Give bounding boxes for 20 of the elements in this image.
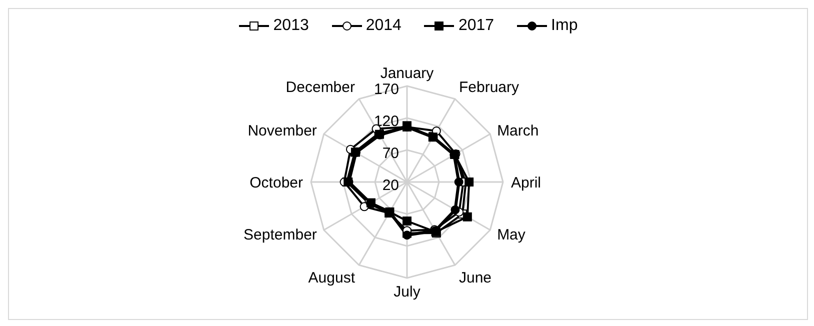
- y-tick-label: 170: [374, 81, 399, 98]
- spoke-label: February: [459, 78, 520, 96]
- spoke-label: November: [248, 122, 317, 140]
- y-tick-label: 20: [382, 177, 399, 194]
- spoke-label: January: [380, 65, 434, 82]
- spoke-label: July: [394, 284, 421, 301]
- legend-label: Imp: [551, 17, 578, 35]
- spoke-label: March: [497, 122, 539, 140]
- legend-label: 2013: [273, 17, 309, 35]
- spoke-label: April: [511, 174, 542, 192]
- y-tick-label: 70: [382, 145, 399, 162]
- y-tick-label: 120: [374, 113, 399, 130]
- spoke-label: August: [308, 270, 356, 287]
- spoke-label: December: [286, 78, 355, 96]
- spoke-label: September: [244, 226, 317, 244]
- spoke-label: June: [459, 270, 492, 287]
- spoke-label: May: [497, 226, 526, 244]
- legend-label: 2017: [458, 17, 494, 35]
- spoke-label: October: [250, 174, 303, 192]
- legend-label: 2014: [366, 17, 402, 35]
